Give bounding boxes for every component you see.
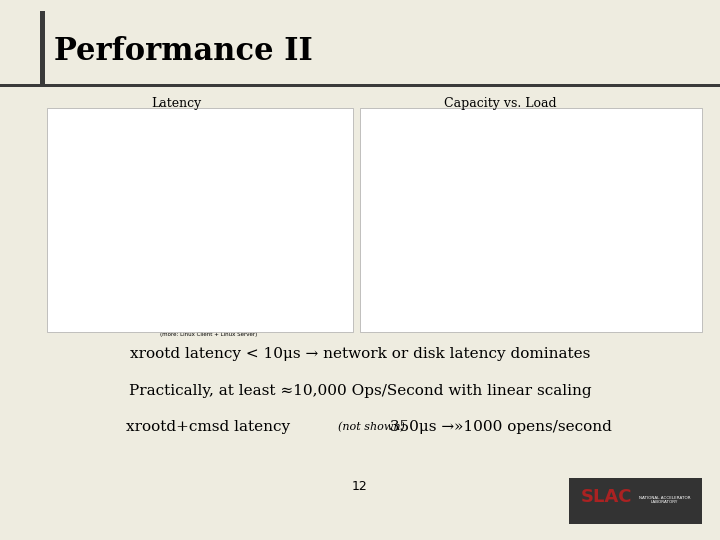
Text: Capacity vs. Load: Capacity vs. Load [444,97,557,110]
X-axis label: Book size
(more: Linux Client + Linux Server): Book size (more: Linux Client + Linux Se… [160,326,258,336]
Text: 12: 12 [352,480,368,492]
X-axis label: Number of concurrent jobs: Number of concurrent jobs [482,326,555,331]
Text: SLAC: SLAC [580,488,632,506]
Y-axis label: latency(s): latency(s) [53,204,58,231]
Title: xrootdserver performance: xrootdserver performance [482,114,554,120]
Legend: percent cpu remaining, network I/O in MB/sec, events/sec processed: percent cpu remaining, network I/O in MB… [395,293,454,311]
Title: xrootd/lxvs root and average latency per file, measured on disk
(1 job sharing 1: xrootd/lxvs root and average latency per… [131,109,287,120]
Text: Performance II: Performance II [54,36,312,67]
Text: (not shown): (not shown) [338,421,405,432]
Text: NATIONAL ACCELERATOR
LABORATORY: NATIONAL ACCELERATOR LABORATORY [639,496,690,504]
Y-axis label: % cpu or
MB/sec: % cpu or MB/sec [364,205,374,229]
Text: 350μs →»1000 opens/second: 350μs →»1000 opens/second [385,420,612,434]
Text: xrootd+cmsd latency: xrootd+cmsd latency [126,420,295,434]
Text: Sun V20z 1.86 GHz dual Opteron 2GB RAM
1Gb on board Broadcom NIC (same subnet)
L: Sun V20z 1.86 GHz dual Opteron 2GB RAM 1… [103,225,224,241]
Legend: Overall latency, disk ops, xrootd ops: Overall latency, disk ops, xrootd ops [287,164,340,186]
Y-axis label: Events/sec: Events/sec [670,202,675,232]
Text: xrootd latency < 10μs → network or disk latency dominates: xrootd latency < 10μs → network or disk … [130,347,590,361]
Text: Practically, at least ≈10,000 Ops/Second with linear scaling: Practically, at least ≈10,000 Ops/Second… [129,384,591,399]
Text: Latency: Latency [151,97,202,110]
